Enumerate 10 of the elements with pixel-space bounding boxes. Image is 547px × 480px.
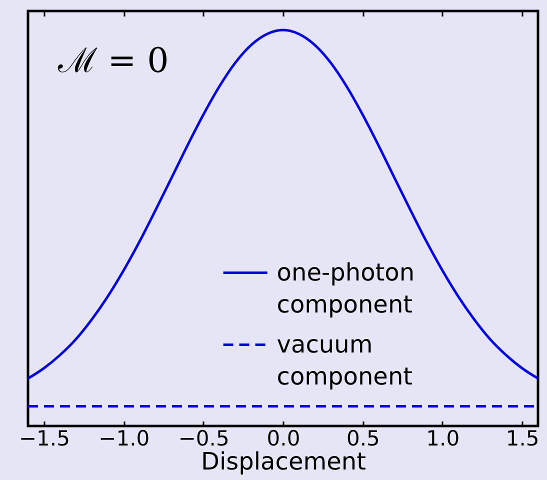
annotation: ℳ = 0	[57, 41, 169, 81]
x-tick-label: 0.5	[346, 426, 380, 450]
x-tick-label: −1.5	[18, 426, 70, 450]
x-tick-label: −1.0	[98, 426, 150, 450]
x-tick-label: 1.5	[506, 426, 540, 450]
x-tick-label: 1.0	[426, 426, 460, 450]
x-tick-label: −0.5	[178, 426, 230, 450]
x-tick-label: 0.0	[266, 426, 300, 450]
x-axis-title: Displacement	[201, 448, 366, 476]
legend-label: vacuum component	[276, 330, 413, 391]
